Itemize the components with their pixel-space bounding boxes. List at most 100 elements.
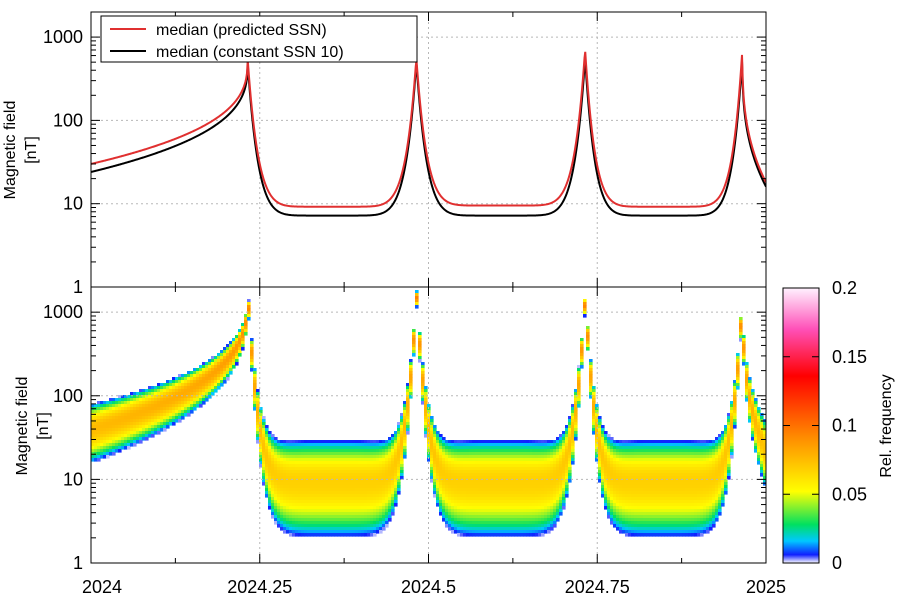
heatmap-cell (520, 470, 524, 474)
heatmap-cell (640, 515, 644, 519)
heatmap-cell (133, 425, 137, 429)
heatmap-cell (511, 458, 515, 462)
heatmap-cell (310, 461, 314, 465)
heatmap-cell (115, 416, 119, 420)
heatmap-cell (166, 422, 170, 426)
heatmap-cell (547, 500, 551, 504)
heatmap-cell (547, 449, 551, 453)
heatmap-cell (262, 443, 266, 447)
heatmap-cell (334, 476, 338, 480)
heatmap-cell (514, 518, 518, 522)
heatmap-cell (391, 458, 395, 462)
heatmap-cell (127, 416, 131, 420)
heatmap-cell (637, 449, 641, 453)
heatmap-cell (127, 437, 131, 441)
heatmap-cell (115, 404, 119, 408)
heatmap-cell (604, 485, 608, 489)
heatmap-cell (490, 443, 494, 447)
heatmap-cell (223, 371, 227, 375)
heatmap-cell (448, 503, 452, 507)
heatmap-cell (346, 458, 350, 462)
heatmap-cell (559, 443, 563, 447)
heatmap-cell (445, 506, 449, 510)
heatmap-cell (616, 515, 620, 519)
heatmap-cell (664, 479, 668, 483)
heatmap-cell (649, 491, 653, 495)
heatmap-cell (637, 446, 641, 450)
heatmap-cell (424, 392, 428, 396)
heatmap-cell (295, 524, 299, 528)
heatmap-cell (289, 509, 293, 513)
heatmap-cell (466, 509, 470, 513)
heatmap-cell (658, 482, 662, 486)
heatmap-cell (169, 422, 173, 426)
heatmap-cell (520, 518, 524, 522)
heatmap-cell (154, 395, 158, 399)
heatmap-cell (169, 392, 173, 396)
heatmap-cell (208, 374, 212, 378)
heatmap-cell (142, 413, 146, 417)
heatmap-cell (574, 434, 578, 438)
heatmap-cell (307, 440, 311, 444)
heatmap-cell (568, 440, 572, 444)
heatmap-cell (310, 449, 314, 453)
heatmap-cell (127, 401, 131, 405)
heatmap-cell (571, 443, 575, 447)
heatmap-cell (244, 323, 248, 327)
heatmap-cell (310, 524, 314, 528)
heatmap-cell (133, 416, 137, 420)
heatmap-cell (103, 413, 107, 417)
heatmap-cell (328, 491, 332, 495)
heatmap-cell (487, 479, 491, 483)
heatmap-cell (109, 425, 113, 429)
heatmap-cell (319, 467, 323, 471)
heatmap-cell (664, 500, 668, 504)
heatmap-cell (244, 314, 248, 318)
legend-box (100, 15, 418, 63)
heatmap-cell (289, 515, 293, 519)
heatmap-cell (208, 389, 212, 393)
heatmap-cell (451, 485, 455, 489)
heatmap-cell (151, 425, 155, 429)
heatmap-cell (187, 392, 191, 396)
heatmap-cell (229, 341, 233, 345)
heatmap-cell (439, 473, 443, 477)
heatmap-cell (457, 446, 461, 450)
heatmap-cell (472, 509, 476, 513)
heatmap-cell (595, 449, 599, 453)
heatmap-cell (508, 446, 512, 450)
heatmap-cell (442, 518, 446, 522)
heatmap-cell (214, 380, 218, 384)
heatmap-cell (571, 452, 575, 456)
heatmap-cell (97, 413, 101, 417)
heatmap-cell (385, 488, 389, 492)
heatmap-cell (331, 521, 335, 525)
heatmap-cell (589, 368, 593, 372)
heatmap-cell (493, 500, 497, 504)
heatmap-cell (346, 491, 350, 495)
heatmap-cell (331, 467, 335, 471)
heatmap-cell (328, 464, 332, 468)
heatmap-cell (508, 500, 512, 504)
heatmap-cell (460, 530, 464, 534)
heatmap-cell (538, 461, 542, 465)
heatmap-cell (286, 497, 290, 501)
heatmap-cell (388, 437, 392, 441)
heatmap-cell (475, 485, 479, 489)
heatmap-cell (103, 440, 107, 444)
heatmap-cell (124, 410, 128, 414)
heatmap-cell (493, 491, 497, 495)
heatmap-cell (652, 521, 656, 525)
heatmap-cell (505, 494, 509, 498)
heatmap-cell (259, 425, 263, 429)
heatmap-cell (355, 467, 359, 471)
heatmap-cell (496, 446, 500, 450)
heatmap-cell (490, 491, 494, 495)
heatmap-cell (469, 497, 473, 501)
heatmap-cell (118, 449, 122, 453)
heatmap-cell (544, 506, 548, 510)
heatmap-cell (325, 443, 329, 447)
heatmap-cell (583, 302, 587, 306)
heatmap-cell (670, 479, 674, 483)
heatmap-cell (547, 491, 551, 495)
